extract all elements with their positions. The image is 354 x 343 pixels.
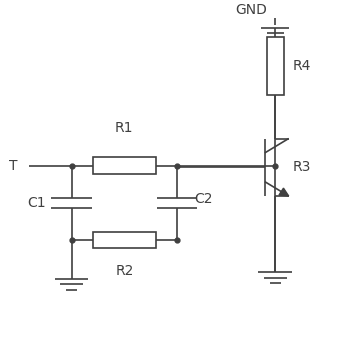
Bar [93,157,156,174]
Text: GND: GND [235,3,267,17]
Text: R4: R4 [292,59,311,73]
Text: T: T [10,158,18,173]
Text: R3: R3 [292,160,311,174]
Bar [267,37,284,95]
Text: R2: R2 [115,263,133,277]
Polygon shape [279,188,289,196]
Bar [93,232,156,248]
Text: R1: R1 [115,121,133,135]
Text: C1: C1 [27,196,46,210]
Text: C2: C2 [194,192,213,206]
